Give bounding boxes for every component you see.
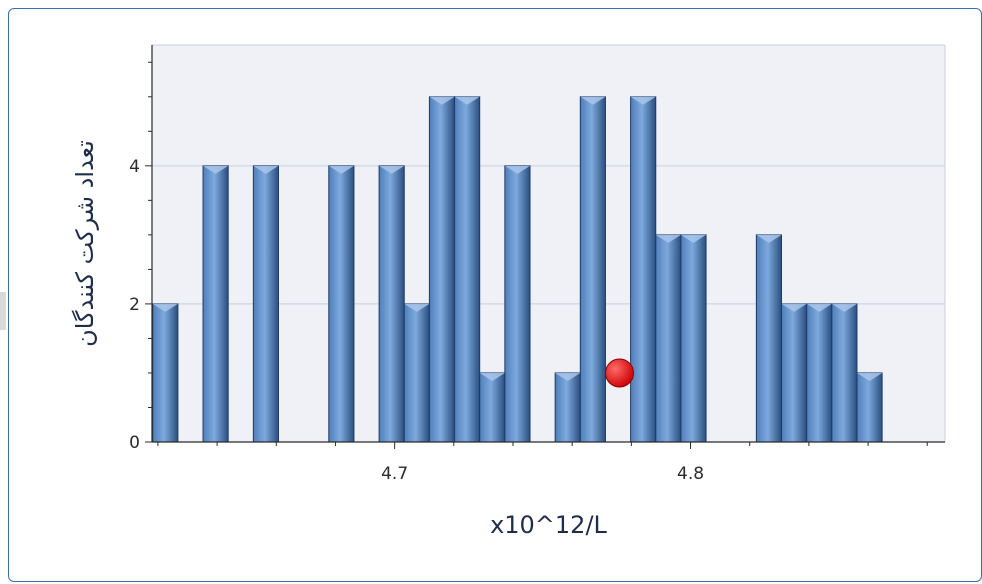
y-axis-title: تعداد شرکت کنندگان [71, 140, 99, 347]
bars [152, 96, 883, 443]
bar-cap [379, 165, 405, 174]
bar-cap [429, 96, 455, 105]
bar [781, 303, 808, 443]
bar [403, 303, 430, 443]
bar [252, 165, 279, 443]
x-axis-title: x10^12/L [490, 511, 607, 539]
bar-cap [253, 165, 279, 174]
ticks: 0 2 4 4.7 4.8 [129, 61, 928, 484]
x-tick-label: 4.7 [381, 464, 408, 484]
bar-cap [680, 234, 707, 243]
bar [479, 372, 506, 443]
bar-cap [630, 96, 656, 105]
bar-cap [504, 165, 531, 174]
bar [655, 234, 682, 443]
bar [630, 96, 657, 443]
bar [152, 303, 179, 443]
y-tick-label: 0 [129, 433, 140, 453]
bar-cap [479, 372, 505, 381]
bar-cap [555, 372, 581, 381]
bar-cap [856, 372, 883, 381]
bar-cap [203, 165, 229, 174]
bar-cap [781, 303, 807, 312]
bar-cap [756, 234, 782, 243]
y-tick-label: 2 [129, 295, 140, 315]
bar-cap [152, 303, 178, 312]
bar [328, 165, 355, 443]
bar [680, 234, 707, 443]
bar-cap [806, 303, 832, 312]
bar [454, 96, 481, 443]
bar [504, 165, 531, 443]
side-handle [0, 292, 6, 330]
bar-cap [655, 234, 681, 243]
marker-point [605, 358, 635, 388]
bar-cap [831, 303, 857, 312]
x-tick-label: 4.8 [677, 464, 704, 484]
bar [202, 165, 229, 443]
y-tick-label: 4 [129, 157, 140, 177]
bar [579, 96, 606, 443]
bar [856, 372, 883, 443]
bar [831, 303, 858, 443]
bar [806, 303, 833, 443]
bar-cap [328, 165, 354, 174]
bar [428, 96, 456, 443]
bar-cap [454, 96, 480, 105]
bar [378, 165, 405, 443]
bar-cap [404, 303, 430, 312]
bar-cap [580, 96, 606, 105]
bar [554, 372, 581, 443]
axes [151, 45, 945, 443]
bar [755, 234, 783, 443]
